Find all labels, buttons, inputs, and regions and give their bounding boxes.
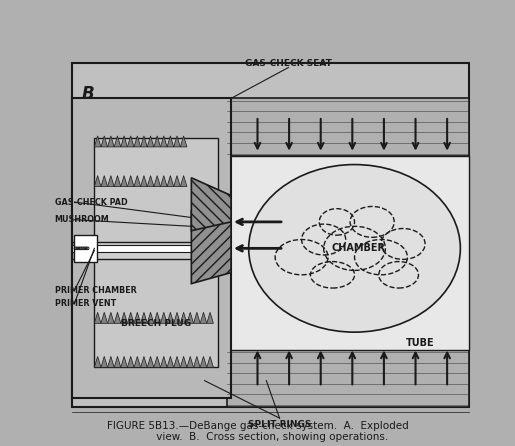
Polygon shape — [134, 312, 141, 323]
Polygon shape — [174, 312, 180, 323]
Polygon shape — [94, 312, 101, 323]
Text: GAS-CHECK PAD: GAS-CHECK PAD — [55, 198, 127, 206]
Bar — [72, 63, 469, 407]
Polygon shape — [147, 356, 154, 368]
Polygon shape — [194, 356, 200, 368]
Polygon shape — [161, 136, 167, 147]
Polygon shape — [121, 356, 127, 368]
Polygon shape — [174, 176, 180, 186]
Polygon shape — [180, 312, 187, 323]
Text: SPLIT RINGS: SPLIT RINGS — [248, 420, 311, 429]
Text: MUSHROOM: MUSHROOM — [55, 215, 109, 224]
Polygon shape — [134, 136, 141, 147]
Polygon shape — [200, 356, 207, 368]
Polygon shape — [114, 312, 121, 323]
Ellipse shape — [249, 165, 460, 332]
Text: BREECH PLUG: BREECH PLUG — [121, 319, 191, 328]
Polygon shape — [114, 176, 121, 186]
Polygon shape — [207, 312, 213, 323]
Polygon shape — [180, 176, 187, 186]
Bar — [72, 99, 231, 398]
Polygon shape — [127, 312, 134, 323]
Polygon shape — [192, 178, 231, 231]
Polygon shape — [154, 312, 161, 323]
Polygon shape — [108, 136, 114, 147]
Bar — [227, 99, 469, 156]
Polygon shape — [127, 356, 134, 368]
Bar — [72, 245, 222, 252]
Polygon shape — [174, 356, 180, 368]
Polygon shape — [192, 211, 231, 284]
Polygon shape — [141, 356, 147, 368]
Polygon shape — [94, 356, 101, 368]
Polygon shape — [101, 312, 108, 323]
Polygon shape — [134, 176, 141, 186]
Polygon shape — [167, 176, 174, 186]
Polygon shape — [94, 136, 101, 147]
Polygon shape — [207, 356, 213, 368]
Polygon shape — [154, 176, 161, 186]
Polygon shape — [141, 176, 147, 186]
Polygon shape — [161, 176, 167, 186]
Polygon shape — [134, 356, 141, 368]
Text: PRIMER VENT: PRIMER VENT — [55, 299, 116, 308]
Polygon shape — [167, 356, 174, 368]
Polygon shape — [94, 176, 101, 186]
Polygon shape — [141, 312, 147, 323]
Polygon shape — [114, 356, 121, 368]
Polygon shape — [200, 312, 207, 323]
Polygon shape — [147, 176, 154, 186]
Polygon shape — [187, 312, 194, 323]
Polygon shape — [101, 176, 108, 186]
Polygon shape — [108, 176, 114, 186]
Polygon shape — [167, 312, 174, 323]
Polygon shape — [147, 136, 154, 147]
Bar — [72, 242, 196, 260]
Text: FIGURE 5B13.—DeBange gas-check system.  A.  Exploded
         view.  B.  Cross s: FIGURE 5B13.—DeBange gas-check system. A… — [107, 421, 408, 442]
Polygon shape — [141, 136, 147, 147]
Polygon shape — [167, 136, 174, 147]
Polygon shape — [121, 136, 127, 147]
Polygon shape — [154, 356, 161, 368]
Polygon shape — [187, 356, 194, 368]
Text: CHAMBER: CHAMBER — [332, 244, 386, 253]
Polygon shape — [101, 356, 108, 368]
Polygon shape — [147, 312, 154, 323]
Polygon shape — [121, 176, 127, 186]
Text: PRIMER CHAMBER: PRIMER CHAMBER — [55, 286, 136, 295]
Polygon shape — [114, 136, 121, 147]
Text: B: B — [81, 85, 94, 103]
Polygon shape — [101, 136, 108, 147]
Polygon shape — [127, 136, 134, 147]
Polygon shape — [194, 312, 200, 323]
Text: TUBE: TUBE — [406, 338, 435, 348]
Bar — [227, 156, 469, 350]
Polygon shape — [108, 312, 114, 323]
Polygon shape — [180, 136, 187, 147]
Text: GAS-CHECK SEAT: GAS-CHECK SEAT — [245, 58, 332, 68]
Polygon shape — [161, 356, 167, 368]
Polygon shape — [154, 136, 161, 147]
Polygon shape — [180, 356, 187, 368]
Bar — [75, 235, 96, 262]
Polygon shape — [121, 312, 127, 323]
Polygon shape — [174, 136, 180, 147]
Bar — [94, 138, 218, 368]
Polygon shape — [108, 356, 114, 368]
Bar — [227, 350, 469, 407]
Polygon shape — [161, 312, 167, 323]
Polygon shape — [127, 176, 134, 186]
